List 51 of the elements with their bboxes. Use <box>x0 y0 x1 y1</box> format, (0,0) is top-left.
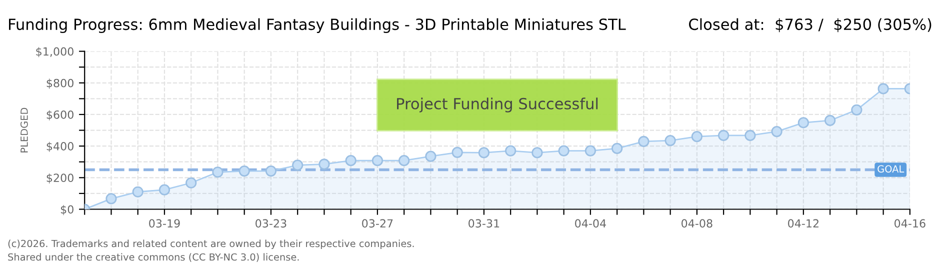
x-tick-label: 04-16 <box>894 219 926 228</box>
point <box>238 165 250 177</box>
point <box>584 145 596 156</box>
point <box>744 130 756 142</box>
y-tick-label: $400 <box>46 142 74 152</box>
point <box>345 155 356 166</box>
x-tick-label: 03-27 <box>362 219 393 228</box>
x-tick-label: 04-04 <box>575 219 606 228</box>
point <box>158 184 170 196</box>
point <box>558 145 570 156</box>
point <box>372 155 384 166</box>
point <box>638 136 650 148</box>
text: Shared under the creative commons (CC BY-NC 3.0) license. <box>8 253 299 262</box>
chart-subtitle: Closed at: $763 / $250 (305%) <box>689 18 932 32</box>
x-tick-label: 03-31 <box>468 219 500 228</box>
point <box>186 177 197 188</box>
chart-title: Funding Progress: 6mm Medieval Fantasy Buildings - 3D Printable Miniatures STL <box>9 18 626 34</box>
point <box>878 83 889 94</box>
point <box>425 150 436 162</box>
y-tick-label: $0 <box>60 205 74 216</box>
x-tick-label: 04-12 <box>788 219 818 228</box>
point <box>478 147 490 158</box>
point <box>318 158 330 170</box>
point <box>212 166 224 178</box>
point <box>532 147 543 158</box>
y-tick-label: $200 <box>46 173 74 184</box>
point <box>292 160 304 171</box>
annotation: Project Funding Successful <box>397 98 598 112</box>
point <box>106 193 117 204</box>
ref-line-label: GOAL <box>878 165 904 173</box>
y-tick-label: $600 <box>46 110 74 120</box>
point <box>691 131 702 142</box>
point <box>612 142 623 154</box>
point <box>798 117 809 128</box>
y-axis-title: PLEDGED <box>20 108 28 152</box>
text: (c)2026. Trademarks and related content are owned by their respective companies. <box>8 240 414 250</box>
x-tick-label: 04-08 <box>682 219 712 228</box>
point <box>505 145 516 156</box>
point <box>851 104 862 116</box>
x-tick-label: 03-19 <box>149 219 180 228</box>
point <box>452 146 463 158</box>
point <box>132 186 144 198</box>
x-tick-label: 03-23 <box>256 219 286 228</box>
point <box>265 165 277 177</box>
point <box>664 134 676 146</box>
y-tick-label: $800 <box>46 78 74 89</box>
point <box>398 155 410 166</box>
y-tick-label: $1,000 <box>36 47 74 58</box>
point <box>718 130 730 142</box>
point <box>824 114 836 126</box>
point <box>771 126 782 138</box>
